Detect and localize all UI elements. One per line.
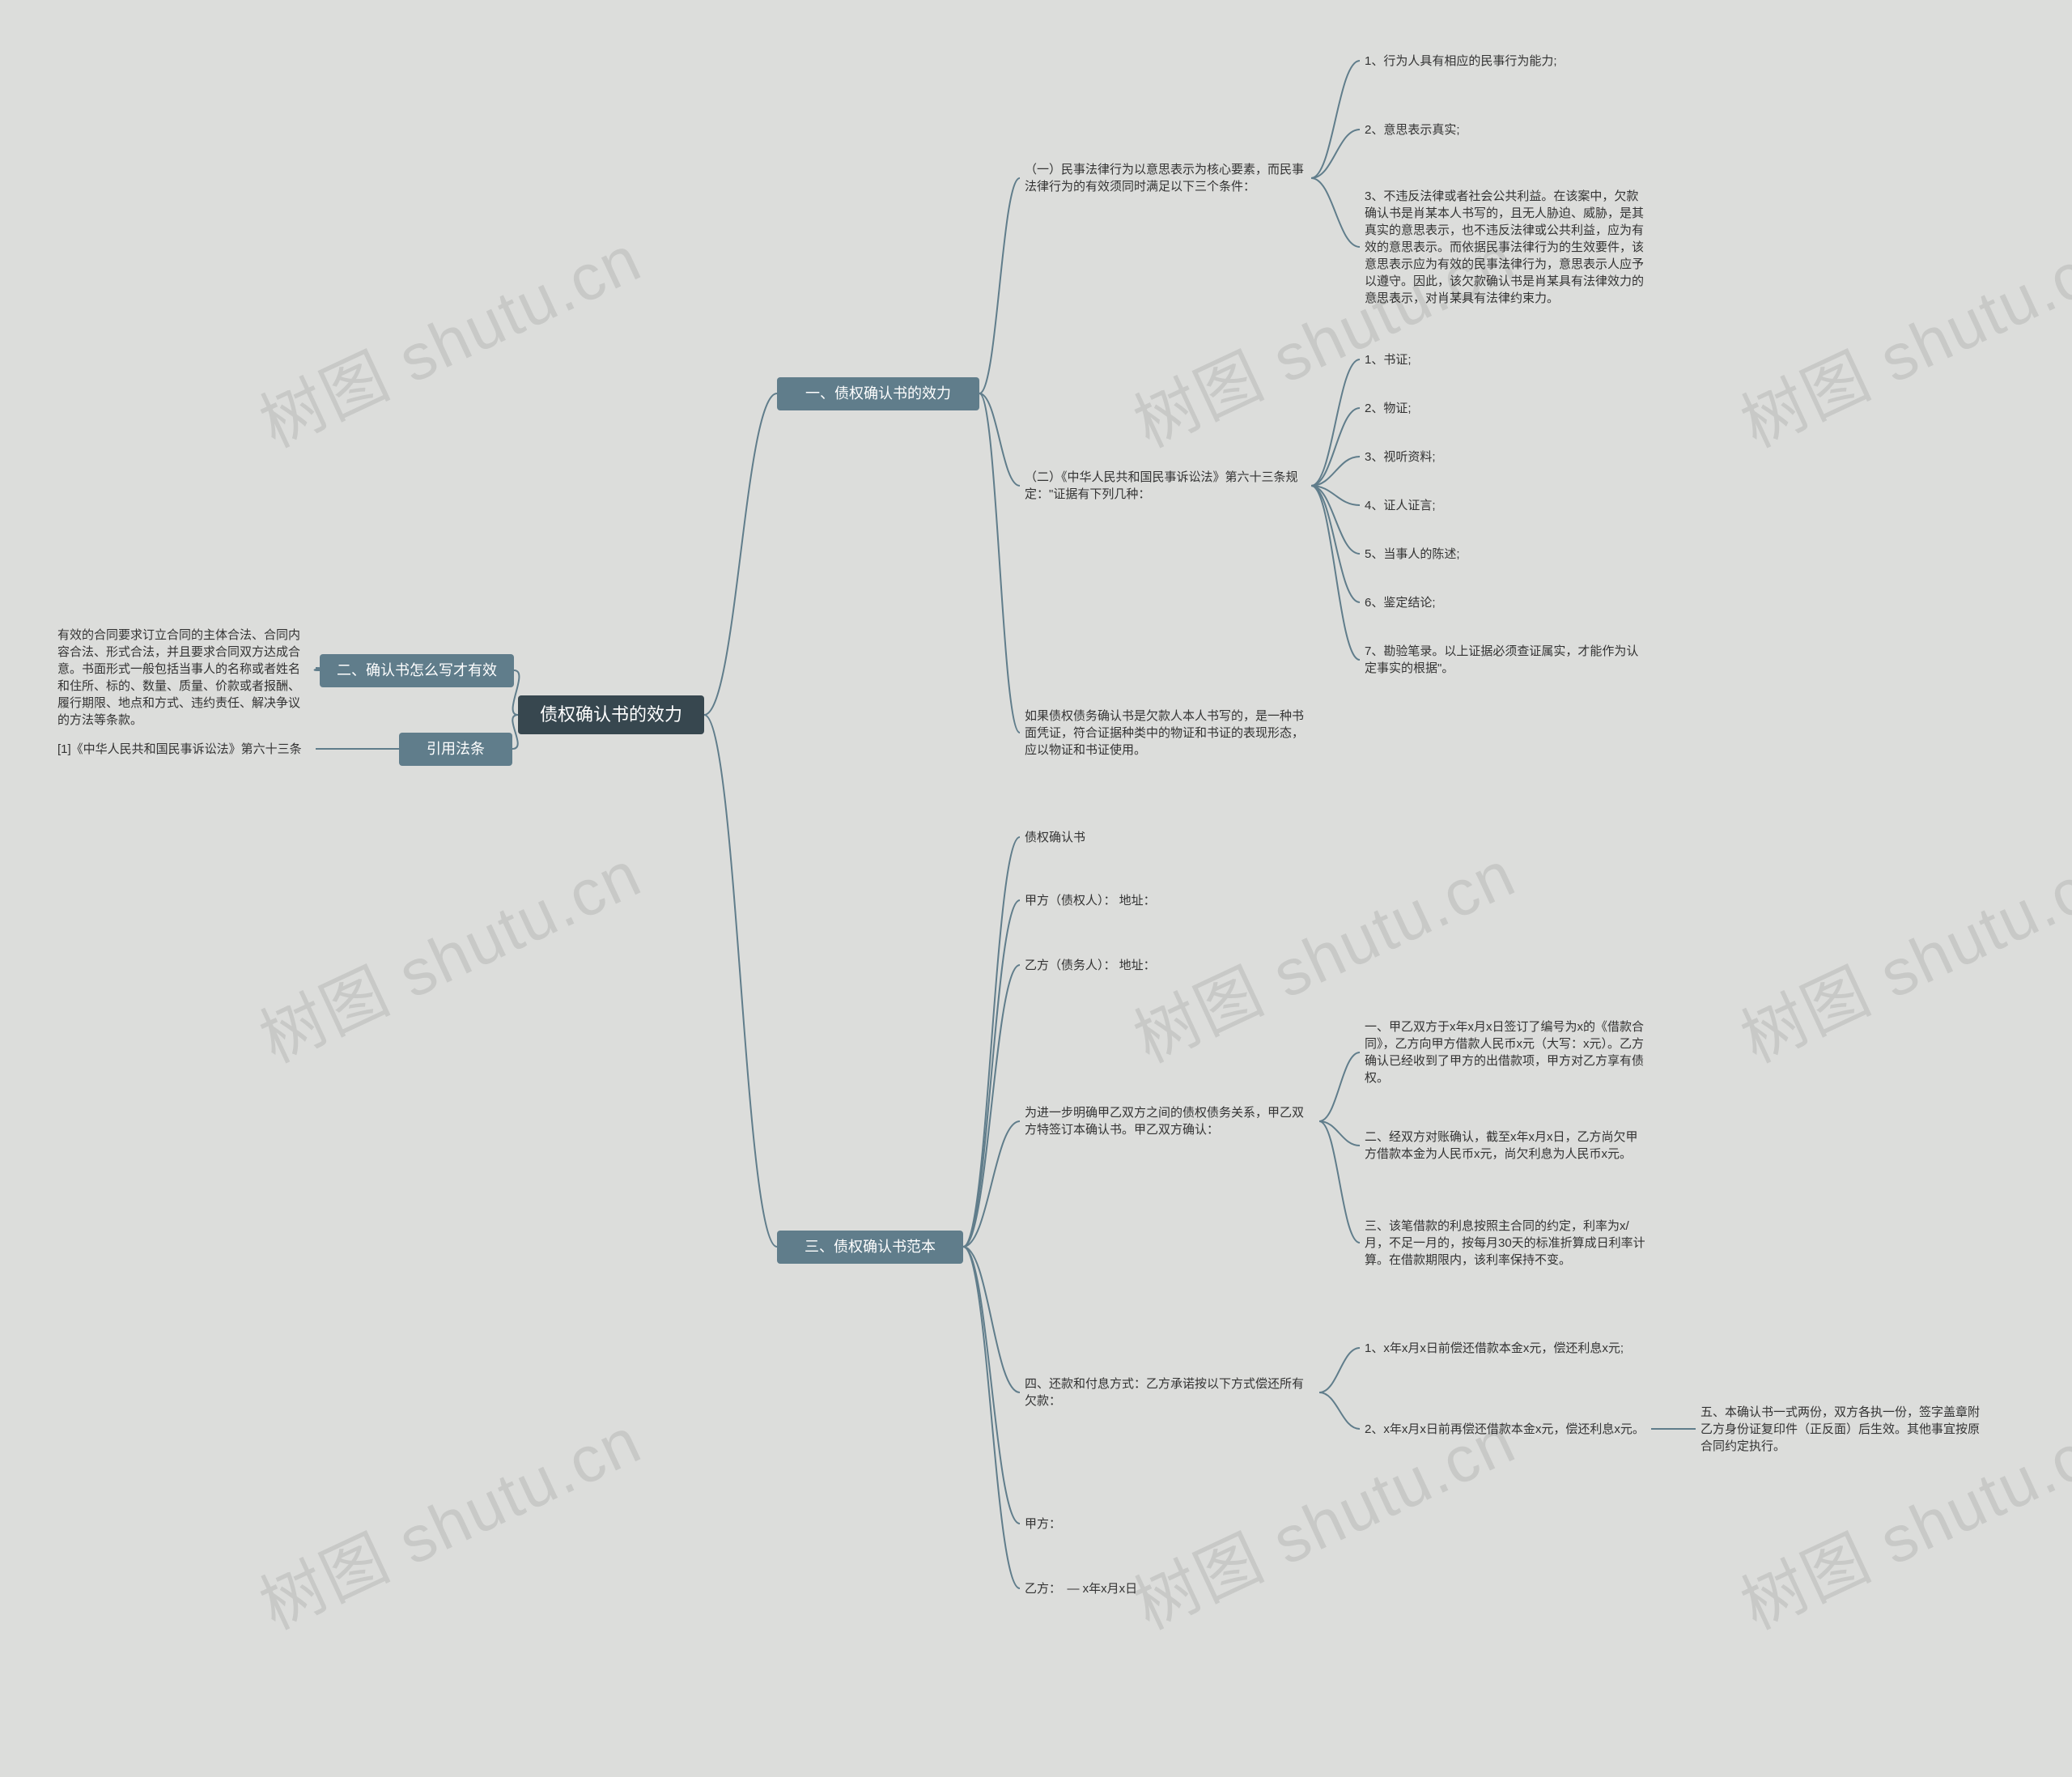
root-label: 债权确认书的效力 xyxy=(540,703,682,728)
leaf-b1-b5-text: 5、当事人的陈述; xyxy=(1365,546,1460,563)
watermark-text: 树图 shutu.cn xyxy=(243,823,654,1081)
leaf-b3-1-text: 债权确认书 xyxy=(1025,829,1085,846)
leaf-b1-a-text: （一）民事法律行为以意思表示为核心要素，而民事法律行为的有效须同时满足以下三个条… xyxy=(1025,161,1306,195)
leaf-b1-b7: 7、勘验笔录。以上证据必须查证属实，才能作为认定事实的根据"。 xyxy=(1360,640,1651,680)
leaf-b3-4: 为进一步明确甲乙双方之间的债权债务关系，甲乙双方特签订本确认书。甲乙双方确认： xyxy=(1020,1101,1311,1141)
leaf-b3-5-2-text: 2、x年x月x日前再偿还借款本金x元，偿还利息x元。 xyxy=(1365,1421,1645,1438)
leaf-b1-c: 如果债权债务确认书是欠款人本人书写的，是一种书面凭证，符合证据种类中的物证和书证… xyxy=(1020,704,1311,762)
branch-1[interactable]: 一、债权确认书的效力 xyxy=(777,377,979,410)
leaf-b3-2-text: 甲方（债权人）： 地址： xyxy=(1025,892,1156,909)
leaf-b1-b7-text: 7、勘验笔录。以上证据必须查证属实，才能作为认定事实的根据"。 xyxy=(1365,643,1646,677)
watermark-text: 树图 shutu.cn xyxy=(243,207,654,466)
leaf-b3-5-2-a: 五、本确认书一式两份，双方各执一份，签字盖章附乙方身份证复印件（正反面）后生效。… xyxy=(1696,1401,1987,1458)
watermark-text: 树图 shutu.cn xyxy=(1724,207,2072,466)
leaf-b3-4-3: 三、该笔借款的利息按照主合同的约定，利率为x/月，不足一月的，按每月30天的标准… xyxy=(1360,1206,1651,1279)
leaf-b1-b6: 6、鉴定结论; xyxy=(1360,591,1603,614)
leaf-b1-a3-text: 3、不违反法律或者社会公共利益。在该案中，欠款确认书是肖某本人书写的，且无人胁迫… xyxy=(1365,188,1646,307)
leaf-b1-a: （一）民事法律行为以意思表示为核心要素，而民事法律行为的有效须同时满足以下三个条… xyxy=(1020,150,1311,206)
leaf-b1-b5: 5、当事人的陈述; xyxy=(1360,542,1603,566)
leaf-b1-b2: 2、物证; xyxy=(1360,397,1603,420)
leaf-b3-5-2-a-text: 五、本确认书一式两份，双方各执一份，签字盖章附乙方身份证复印件（正反面）后生效。… xyxy=(1700,1404,1982,1455)
leaf-b1-a2-text: 2、意思表示真实; xyxy=(1365,121,1460,138)
leaf-b3-4-3-text: 三、该笔借款的利息按照主合同的约定，利率为x/月，不足一月的，按每月30天的标准… xyxy=(1365,1218,1646,1269)
leaf-b3-5-1: 1、x年x月x日前偿还借款本金x元，偿还利息x元; xyxy=(1360,1328,1651,1368)
watermark-text: 树图 shutu.cn xyxy=(243,1389,654,1647)
leaf-b4-1: [1]《中华人民共和国民事诉讼法》第六十三条 xyxy=(53,733,316,765)
leaf-b3-5-1-text: 1、x年x月x日前偿还借款本金x元，偿还利息x元; xyxy=(1365,1340,1624,1357)
branch-2-label: 二、确认书怎么写才有效 xyxy=(337,661,497,681)
leaf-b1-b-text: （二）《中华人民共和国民事诉讼法》第六十三条规定："证据有下列几种： xyxy=(1025,469,1306,503)
leaf-b2-1: 有效的合同要求订立合同的主体合法、合同内容合法、形式合法，并且要求合同双方达成合… xyxy=(53,623,316,732)
leaf-b3-1: 债权确认书 xyxy=(1020,826,1182,849)
leaf-b3-3-text: 乙方（债务人）： 地址： xyxy=(1025,957,1156,974)
leaf-b3-6-text: 甲方： xyxy=(1025,1516,1061,1533)
watermark-text: 树图 shutu.cn xyxy=(1724,823,2072,1081)
leaf-b2-1-text: 有效的合同要求订立合同的主体合法、合同内容合法、形式合法，并且要求合同双方达成合… xyxy=(57,627,311,729)
branch-3[interactable]: 三、债权确认书范本 xyxy=(777,1231,963,1264)
leaf-b3-5-2: 2、x年x月x日前再偿还借款本金x元，偿还利息x元。 xyxy=(1360,1409,1651,1449)
leaf-b4-1-text: [1]《中华人民共和国民事诉讼法》第六十三条 xyxy=(57,741,302,758)
leaf-b1-c-text: 如果债权债务确认书是欠款人本人书写的，是一种书面凭证，符合证据种类中的物证和书证… xyxy=(1025,708,1306,759)
leaf-b3-4-2: 二、经双方对账确认，截至x年x月x日，乙方尚欠甲方借款本金为人民币x元，尚欠利息… xyxy=(1360,1117,1651,1174)
leaf-b1-b2-text: 2、物证; xyxy=(1365,400,1412,417)
leaf-b3-7: 乙方： — x年x月x日 xyxy=(1020,1577,1263,1601)
leaf-b3-4-1-text: 一、甲乙双方于x年x月x日签订了编号为x的《借款合同》，乙方向甲方借款人民币x元… xyxy=(1365,1018,1646,1086)
root-node[interactable]: 债权确认书的效力 xyxy=(518,695,704,734)
leaf-b3-5-text: 四、还款和付息方式：乙方承诺按以下方式偿还所有欠款： xyxy=(1025,1375,1306,1409)
leaf-b3-7-text: 乙方： — x年x月x日 xyxy=(1025,1580,1137,1597)
leaf-b3-4-2-text: 二、经双方对账确认，截至x年x月x日，乙方尚欠甲方借款本金为人民币x元，尚欠利息… xyxy=(1365,1129,1646,1163)
branch-2[interactable]: 二、确认书怎么写才有效 xyxy=(320,654,514,687)
leaf-b3-5: 四、还款和付息方式：乙方承诺按以下方式偿还所有欠款： xyxy=(1020,1372,1311,1413)
branch-1-label: 一、债权确认书的效力 xyxy=(805,384,951,404)
leaf-b1-b4: 4、证人证言; xyxy=(1360,494,1603,517)
leaf-b3-4-text: 为进一步明确甲乙双方之间的债权债务关系，甲乙双方特签订本确认书。甲乙双方确认： xyxy=(1025,1104,1306,1138)
branch-4-label: 引用法条 xyxy=(427,739,485,759)
leaf-b1-a3: 3、不违反法律或者社会公共利益。在该案中，欠款确认书是肖某本人书写的，且无人胁迫… xyxy=(1360,170,1651,324)
leaf-b1-a1-text: 1、行为人具有相应的民事行为能力; xyxy=(1365,53,1557,70)
leaf-b1-b1: 1、书证; xyxy=(1360,348,1603,372)
leaf-b1-a1: 1、行为人具有相应的民事行为能力; xyxy=(1360,49,1643,73)
leaf-b1-b3-text: 3、视听资料; xyxy=(1365,449,1436,466)
leaf-b1-a2: 2、意思表示真实; xyxy=(1360,117,1643,142)
leaf-b3-3: 乙方（债务人）： 地址： xyxy=(1020,954,1263,977)
leaf-b1-b4-text: 4、证人证言; xyxy=(1365,497,1436,514)
leaf-b1-b6-text: 6、鉴定结论; xyxy=(1365,594,1436,611)
leaf-b3-2: 甲方（债权人）： 地址： xyxy=(1020,889,1263,912)
leaf-b3-6: 甲方： xyxy=(1020,1512,1182,1536)
leaf-b3-4-1: 一、甲乙双方于x年x月x日签订了编号为x的《借款合同》，乙方向甲方借款人民币x元… xyxy=(1360,1012,1651,1093)
leaf-b1-b: （二）《中华人民共和国民事诉讼法》第六十三条规定："证据有下列几种： xyxy=(1020,466,1311,506)
branch-3-label: 三、债权确认书范本 xyxy=(805,1237,936,1257)
leaf-b1-b3: 3、视听资料; xyxy=(1360,445,1603,469)
branch-4[interactable]: 引用法条 xyxy=(399,733,512,766)
leaf-b1-b1-text: 1、书证; xyxy=(1365,351,1412,368)
